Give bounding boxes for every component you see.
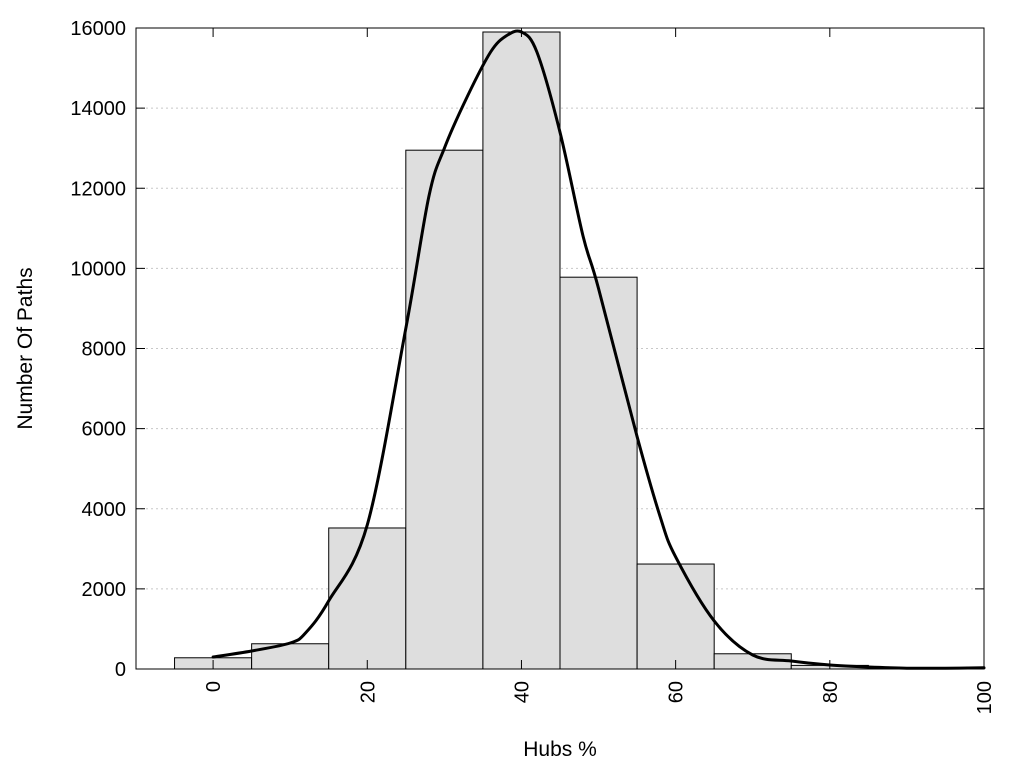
- histogram-bar: [405, 149, 484, 670]
- x-tick-label: 100: [974, 681, 996, 714]
- y-tick-label: 8000: [82, 339, 127, 361]
- x-tick-label: 40: [511, 681, 533, 703]
- histogram-bar: [482, 31, 561, 670]
- x-tick-label: 20: [357, 681, 379, 703]
- x-tick-label: 0: [203, 681, 225, 692]
- y-tick-label: 16000: [70, 18, 126, 40]
- histogram-bar: [559, 276, 638, 670]
- y-tick-label: 6000: [82, 419, 127, 441]
- histogram-bar: [636, 563, 715, 670]
- histogram-bars: [174, 31, 985, 670]
- x-axis-ticks: 0 20 40 60 80 100: [203, 28, 996, 714]
- y-tick-label: 2000: [82, 579, 127, 601]
- density-curve: [211, 29, 986, 670]
- histogram-bar: [328, 527, 407, 670]
- y-tick-label: 12000: [70, 178, 126, 200]
- y-axis-ticks: 0 2000 4000 6000 8000 10000 12000 14000 16000: [70, 18, 984, 681]
- y-tick-label: 10000: [70, 258, 126, 280]
- y-tick-label: 0: [115, 659, 126, 681]
- y-tick-label: 4000: [82, 499, 127, 521]
- y-tick-label: 14000: [70, 98, 126, 120]
- x-tick-label: 60: [666, 681, 688, 703]
- x-tick-label: 80: [820, 681, 842, 703]
- x-axis-label: Hubs %: [523, 738, 597, 761]
- grid-lines: [136, 107, 984, 590]
- y-axis-label: Number Of Paths: [14, 267, 37, 429]
